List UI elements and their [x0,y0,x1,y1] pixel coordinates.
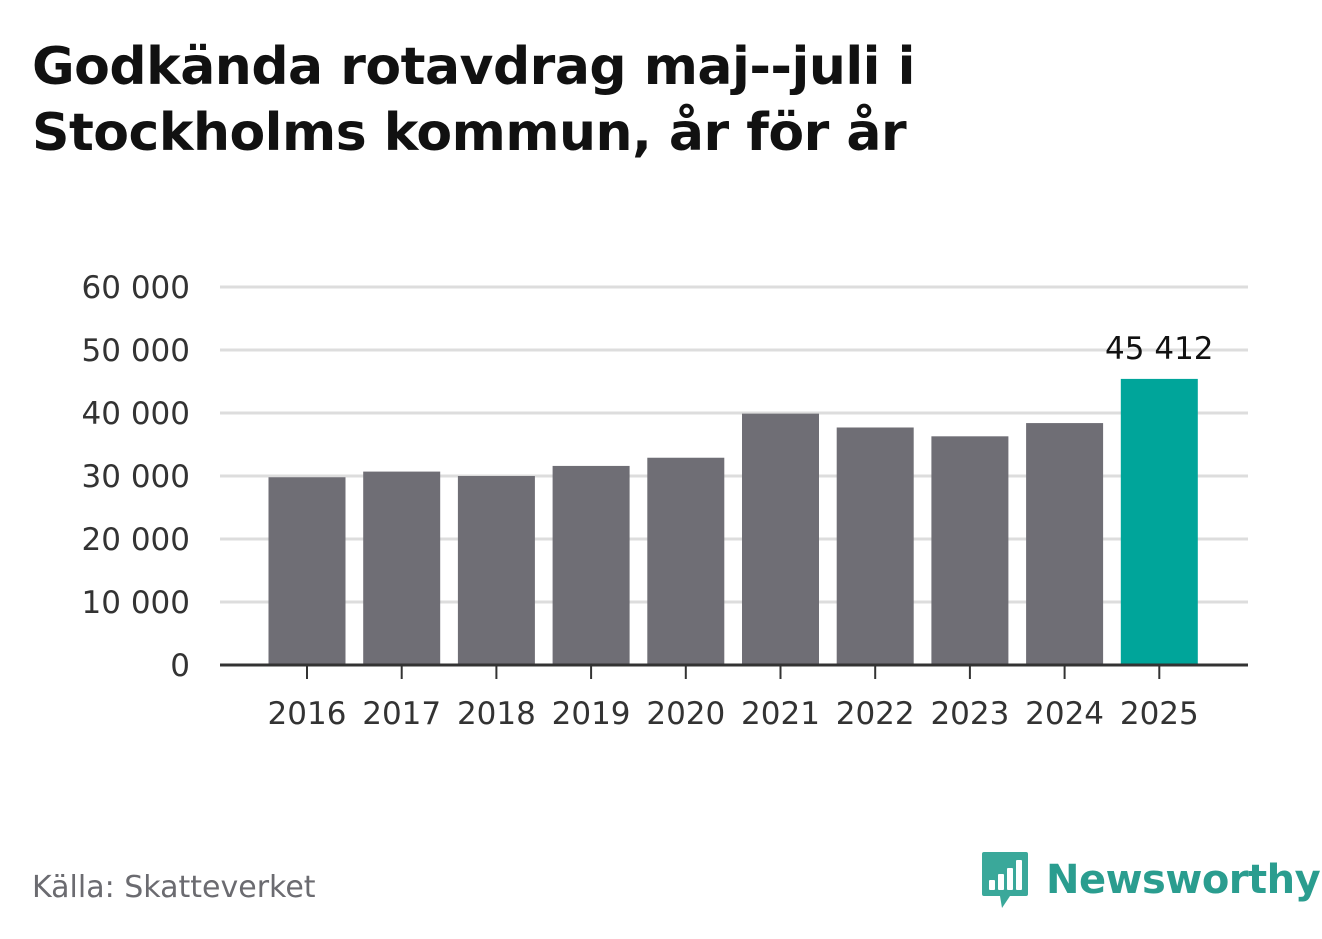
bar-chart-speech-bubble-icon [982,852,1028,908]
x-tick-label: 2021 [741,696,820,732]
bar-2017 [363,471,441,665]
source-note: Källa: Skatteverket [32,870,316,905]
bar-2019 [552,465,630,665]
y-tick-label: 60 000 [82,270,190,306]
bar-2021 [742,413,819,665]
bar-2020 [647,457,725,665]
bar-2023 [931,436,1009,665]
x-tick-label: 2024 [1025,696,1104,732]
x-axis-tick-labels: 2016 2017 2018 2019 2020 2021 2022 2023 2024 2025 [268,696,1199,732]
value-labels: 45 412 [1105,331,1213,367]
bar-2016 [268,477,346,665]
x-axis [220,663,1248,679]
bar-2025 [1120,378,1198,665]
brand-name: Newsworthy [1046,857,1321,903]
bar-chart: 0 10 000 20 000 30 000 40 000 50 000 60 000 20… [82,270,1248,732]
x-tick-label: 2022 [836,696,915,732]
bars [268,378,1198,665]
bar-2022 [836,427,914,665]
y-tick-label: 10 000 [82,585,190,621]
x-tick-label: 2020 [646,696,725,732]
x-tick-label: 2023 [930,696,1009,732]
value-label-2025: 45 412 [1105,331,1213,367]
bar-2024 [1026,423,1104,665]
y-tick-label: 50 000 [82,333,190,369]
chart-title: Godkända rotavdrag maj--juli i Stockholm… [32,37,915,163]
x-tick-label: 2019 [552,696,631,732]
y-axis-tick-labels: 0 10 000 20 000 30 000 40 000 50 000 60 000 [82,270,190,684]
y-tick-label: 40 000 [82,396,190,432]
x-tick-label: 2018 [457,696,536,732]
bar-2018 [457,476,535,665]
x-tick-label: 2016 [268,696,347,732]
y-tick-label: 0 [170,648,190,684]
y-tick-label: 30 000 [82,459,190,495]
x-tick-label: 2025 [1120,696,1199,732]
x-tick-label: 2017 [362,696,441,732]
brand-logo: Newsworthy [980,848,1321,912]
y-tick-label: 20 000 [82,522,190,558]
